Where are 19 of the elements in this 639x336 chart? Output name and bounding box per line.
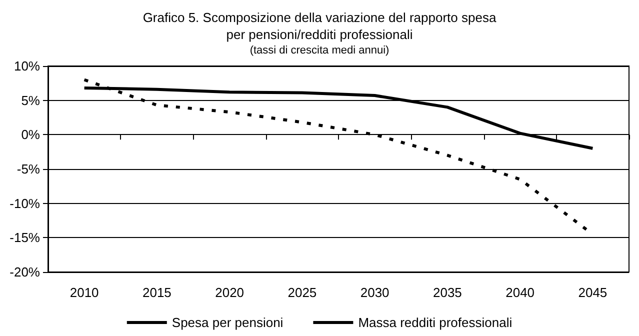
y-tick-label: -15% [10, 230, 40, 246]
x-tick-label: 2015 [142, 285, 172, 300]
y-tick-label: -5% [16, 162, 40, 176]
x-tick-label: 2020 [215, 285, 244, 300]
x-tick-label: 2010 [70, 285, 99, 300]
x-tick-label: 2040 [506, 285, 535, 300]
y-tick-label: 0% [21, 127, 40, 142]
x-tick-label: 2030 [360, 285, 390, 300]
x-tick-label: 2035 [432, 285, 462, 300]
chart-title: Grafico 5. Scomposizione della variazione del rapporto spesa per pensioni/redditi professionali [142, 10, 497, 42]
y-tick-label: 10% [14, 58, 40, 74]
legend-label: Spesa per pensioni [172, 315, 284, 330]
legend-label: Massa redditi professionali [358, 315, 512, 330]
y-tick-label: 5% [21, 92, 40, 108]
y-tick-label: -10% [10, 196, 40, 211]
x-tick-label: 2025 [288, 285, 317, 300]
chart-subtitle: (tassi di crescita medi annui) [250, 44, 390, 56]
x-tick-label: 2045 [578, 285, 608, 300]
y-tick-label: -20% [10, 264, 40, 280]
